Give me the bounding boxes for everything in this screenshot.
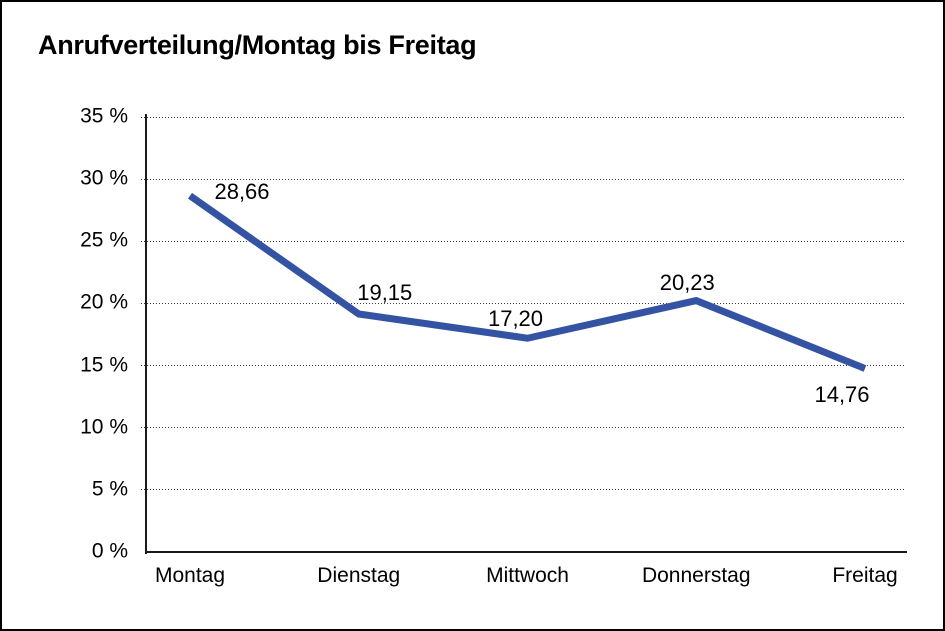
x-category-label: Donnerstag	[641, 564, 751, 587]
y-axis-tick-label: 35 %	[80, 104, 128, 128]
data-point-label: 19,15	[357, 279, 413, 305]
x-category-label: Dienstag	[317, 564, 401, 587]
y-axis-tick-label: 30 %	[80, 166, 128, 190]
y-axis-tick-label: 20 %	[80, 290, 128, 314]
data-point-label: 28,66	[214, 178, 270, 204]
data-point-label: 14,76	[814, 381, 870, 407]
gridline-25	[141, 240, 905, 242]
y-axis-tick-label: 25 %	[80, 228, 128, 252]
gridline-20	[141, 302, 905, 304]
y-axis-tick-label: 0 %	[91, 539, 128, 563]
gridline-5	[141, 489, 905, 491]
data-point-label: 17,20	[487, 306, 544, 332]
data-line	[187, 192, 867, 372]
x-category-label: Mittwoch	[486, 564, 569, 587]
y-axis-tick-label: 10 %	[80, 415, 128, 439]
y-axis-tick-label: 5 %	[91, 477, 128, 501]
gridline-35	[141, 116, 905, 118]
chart-title: Anrufverteilung/Montag bis Freitag	[38, 30, 477, 60]
gridline-15	[141, 365, 905, 367]
y-axis-tick-label: 15 %	[80, 353, 128, 377]
gridline-10	[141, 427, 905, 429]
y-axis-line	[145, 114, 147, 554]
x-category-label: Freitag	[832, 564, 898, 587]
x-axis-line	[145, 551, 907, 553]
data-point-label: 20,23	[659, 269, 715, 295]
gridline-30	[141, 178, 905, 180]
x-category-label: Montag	[154, 564, 226, 587]
